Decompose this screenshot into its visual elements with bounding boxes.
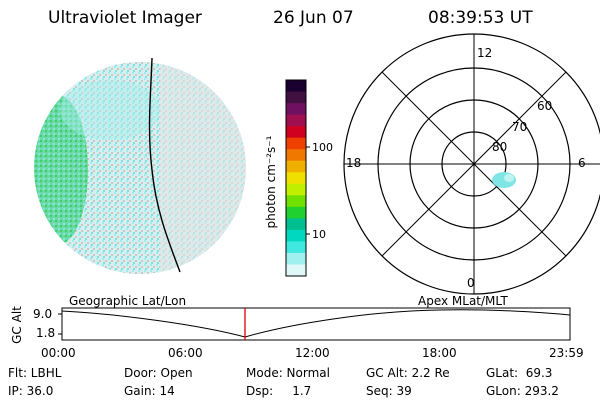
colorbar-segment <box>286 183 306 196</box>
terminator-line <box>148 57 181 273</box>
orbit-xtick-0600: 06:00 <box>168 346 203 360</box>
mlt-label-0: 0 <box>467 276 475 290</box>
colorbar-segment <box>286 218 306 231</box>
colorbar-segment <box>286 229 306 243</box>
colorbar-segment <box>286 114 306 127</box>
status-door: Door: Open <box>124 366 193 380</box>
orbit-xtick-1800: 18:00 <box>422 346 457 360</box>
status-gc-alt: GC Alt: 2.2 Re <box>366 366 450 380</box>
orbit-ytick-top-label: 9.0 <box>33 307 53 321</box>
colorbar-segment <box>286 80 306 93</box>
mlt-label-18: 18 <box>346 156 362 170</box>
colorbar-segment <box>286 195 306 208</box>
status-glat: GLat: 69.3 <box>486 366 553 380</box>
status-ip: IP: 36.0 <box>8 384 54 398</box>
colorbar-segment <box>286 149 306 162</box>
colorbar-segment <box>286 137 306 150</box>
colorbar-segment <box>286 241 306 254</box>
polar-panel-label: Apex MLat/MLT <box>418 294 508 308</box>
colorbar-tick-label-10: 10 <box>312 228 326 241</box>
colorbar-segment <box>286 91 306 104</box>
status-gain: Gain: 14 <box>124 384 175 398</box>
mlt-label-6: 6 <box>578 156 586 170</box>
status-glon: GLon: 293.2 <box>486 384 559 398</box>
instrument-title: Ultraviolet Imager <box>48 8 202 28</box>
status-seq: Seq: 39 <box>366 384 412 398</box>
status-dsp: Dsp: 1.7 <box>246 384 312 398</box>
mlat-label-70: 70 <box>512 120 528 134</box>
polar-diagonal-2 <box>381 71 567 257</box>
colorbar-segment <box>286 160 306 173</box>
orbit-plot-frame <box>61 307 571 341</box>
colorbar-segment <box>286 252 306 266</box>
status-filter: Flt: LBHL <box>8 366 62 380</box>
status-mode: Mode: Normal <box>246 366 330 380</box>
time-label: 08:39:53 UT <box>428 8 533 28</box>
colorbar-segment <box>286 103 306 116</box>
colorbar-segment <box>286 172 306 185</box>
mlt-label-12: 12 <box>477 46 493 60</box>
colorbar-tick-label-100: 100 <box>312 141 333 154</box>
colorbar-frame <box>285 79 307 277</box>
orbit-ylabel: GC Alt <box>10 306 24 344</box>
geographic-panel-label: Geographic Lat/Lon <box>69 294 187 308</box>
colorbar-gradient <box>286 80 306 277</box>
colorbar-segment <box>286 264 306 277</box>
date-label: 26 Jun 07 <box>273 8 354 28</box>
orbit-ytick-bottom-label: 1.8 <box>36 326 56 340</box>
mlat-label-80: 80 <box>492 140 508 154</box>
orbit-xtick-2359: 23:59 <box>549 346 584 360</box>
polar-aurora-core <box>504 174 514 182</box>
orbit-xtick-1200: 12:00 <box>295 346 330 360</box>
orbit-altitude-curve <box>61 309 571 338</box>
mlat-label-60: 60 <box>537 99 553 113</box>
colorbar-segment <box>286 206 306 219</box>
orbit-xtick-0000: 00:00 <box>41 346 76 360</box>
colorbar-segment <box>286 126 306 139</box>
